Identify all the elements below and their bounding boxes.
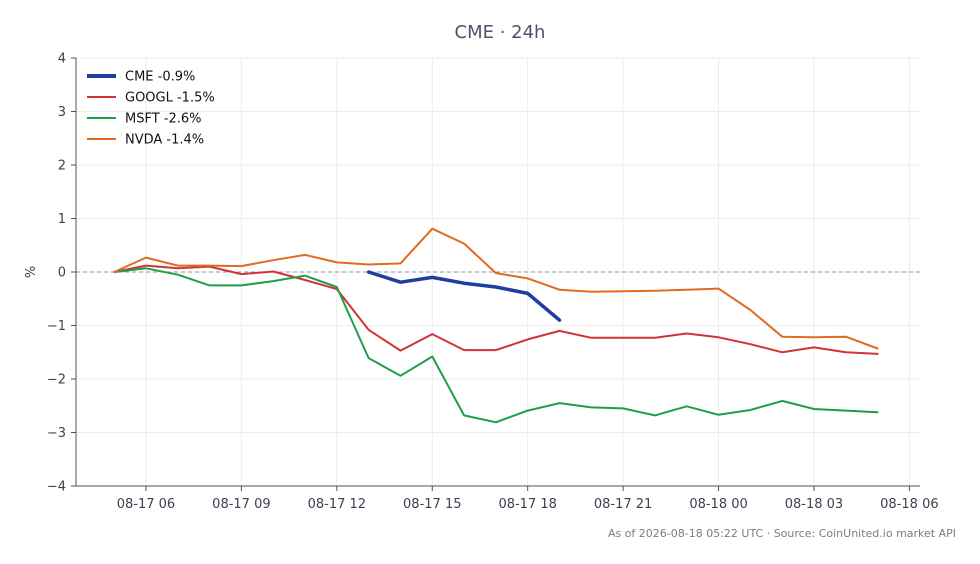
x-tick-label: 08-18 06: [880, 497, 938, 512]
x-tick-label: 08-17 15: [403, 497, 461, 512]
axes: −4 −3 −2 −1 0 1 2 3 4 08-17 06 08-17 09 08-17 12 08-…: [47, 52, 939, 513]
y-tick-label: −2: [47, 373, 66, 388]
y-tick-label: −4: [47, 480, 66, 495]
y-axis-label: %: [24, 266, 39, 278]
y-tick-label: 0: [58, 266, 66, 281]
x-tick-label: 08-17 18: [498, 497, 556, 512]
footer-note: As of 2026-08-18 05:22 UTC · Source: Coi…: [608, 527, 956, 540]
y-tick-label: 2: [58, 159, 66, 174]
series-line-1: [113, 264, 879, 355]
series-line-2: [113, 267, 879, 424]
series-line-3: [113, 227, 879, 350]
legend-label: MSFT -2.6%: [125, 112, 202, 127]
x-tick-label: 08-17 21: [594, 497, 652, 512]
x-tick-label: 08-17 12: [308, 497, 366, 512]
series-lines: [113, 227, 879, 424]
legend-label: GOOGL -1.5%: [125, 91, 215, 106]
x-tick-label: 08-17 09: [212, 497, 270, 512]
legend-label: NVDA -1.4%: [125, 133, 204, 148]
legend-label: CME -0.9%: [125, 70, 195, 85]
x-tick-label: 08-18 03: [785, 497, 843, 512]
x-tick-label: 08-18 00: [689, 497, 747, 512]
x-tick-label: 08-17 06: [117, 497, 175, 512]
legend: CME -0.9% GOOGL -1.5% MSFT -2.6% NVDA -1.4%: [87, 70, 215, 148]
y-tick-label: −1: [47, 319, 66, 334]
series-line-0: [366, 270, 562, 322]
y-tick-label: −3: [47, 426, 66, 441]
chart-title: CME · 24h: [455, 22, 546, 43]
y-tick-label: 3: [58, 105, 66, 120]
y-tick-label: 4: [58, 52, 66, 67]
y-tick-label: 1: [58, 212, 66, 227]
